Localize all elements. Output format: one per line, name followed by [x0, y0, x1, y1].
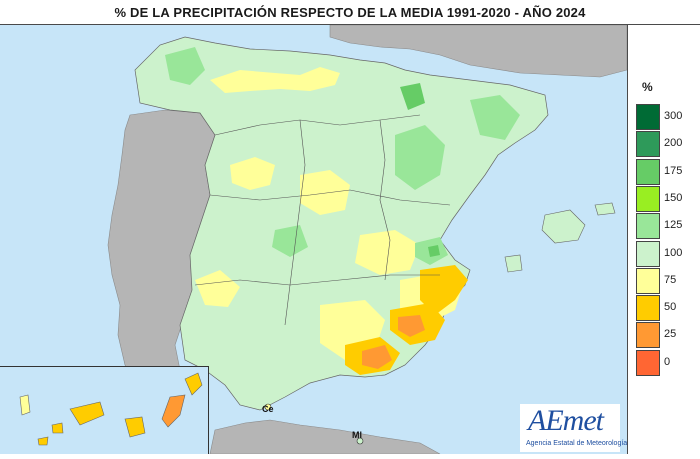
- map-canvas: [107, 25, 627, 454]
- legend-label-75: 75: [664, 273, 677, 286]
- grancanaria-island: [124, 416, 146, 438]
- title-bar: % DE LA PRECIPITACIÓN RESPECTO DE LA MED…: [0, 0, 700, 25]
- legend-swatch-300: [636, 104, 660, 130]
- legend-swatch-200: [636, 131, 660, 158]
- catalonia-green: [470, 95, 520, 140]
- navarra-green: [400, 83, 425, 110]
- aemet-logo-mark: AEmet: [528, 404, 604, 437]
- castellon-spot: [428, 245, 440, 257]
- aemet-logo: AEmet Agencia Estatal de Meteorología: [520, 404, 627, 452]
- tenerife-island: [69, 401, 105, 426]
- legend-swatch-125: [636, 213, 660, 240]
- extremadura-yellow: [195, 270, 240, 307]
- galicia-green: [165, 47, 205, 85]
- central-yellow: [230, 157, 275, 190]
- lanzarote-island: [184, 372, 203, 396]
- castilla-yellow: [300, 170, 350, 215]
- murcia-deep-orange: [398, 315, 425, 337]
- legend-swatch-100: [636, 240, 660, 267]
- africa-land: [209, 419, 441, 454]
- legend-panel: [628, 25, 700, 454]
- legend-swatch-25: [636, 322, 660, 349]
- legend-label-100: 100: [664, 246, 683, 259]
- gomera-island: [51, 422, 64, 434]
- melilla-dot: [356, 437, 364, 445]
- legend-label-0: 0: [664, 355, 671, 368]
- fuerteventura-island: [161, 394, 186, 428]
- legend-swatch-150: [636, 185, 660, 212]
- mallorca-island: [541, 209, 586, 244]
- valencia-orange: [420, 265, 468, 315]
- region-borders: [194, 114, 451, 326]
- lapalma-island: [19, 394, 31, 416]
- menorca-island: [594, 202, 616, 216]
- ceuta-dot: [264, 403, 272, 411]
- melilla-label: Ml: [352, 430, 362, 440]
- legend-label-150: 150: [664, 191, 683, 204]
- hierro-island: [37, 436, 49, 446]
- legend-unit: %: [642, 80, 653, 94]
- legend-swatch-175: [636, 158, 660, 185]
- madrid-green: [272, 225, 308, 257]
- canary-inset: [0, 366, 209, 454]
- legend-label-50: 50: [664, 301, 677, 314]
- legend-swatch-0: [636, 349, 660, 376]
- north-coast-yellow: [210, 67, 340, 93]
- ebro-green: [395, 125, 445, 190]
- lamancha-yellow: [355, 230, 420, 275]
- legend-label-200: 200: [664, 137, 683, 150]
- legend-label-175: 175: [664, 164, 683, 177]
- map-title: % DE LA PRECIPITACIÓN RESPECTO DE LA MED…: [114, 4, 586, 20]
- aemet-logo-subtitle: Agencia Estatal de Meteorología: [526, 440, 628, 447]
- france-land: [329, 25, 627, 78]
- legend-swatch-50: [636, 295, 660, 322]
- legend-label-300: 300: [664, 110, 683, 122]
- ibiza-island: [504, 254, 523, 273]
- legend-swatch-75: [636, 267, 660, 294]
- legend-label-125: 125: [664, 219, 683, 232]
- ceuta-label: Ce: [262, 404, 274, 414]
- almeria-deep-orange: [362, 345, 392, 369]
- canary-canvas: [19, 372, 203, 446]
- legend-label-25: 25: [664, 328, 677, 341]
